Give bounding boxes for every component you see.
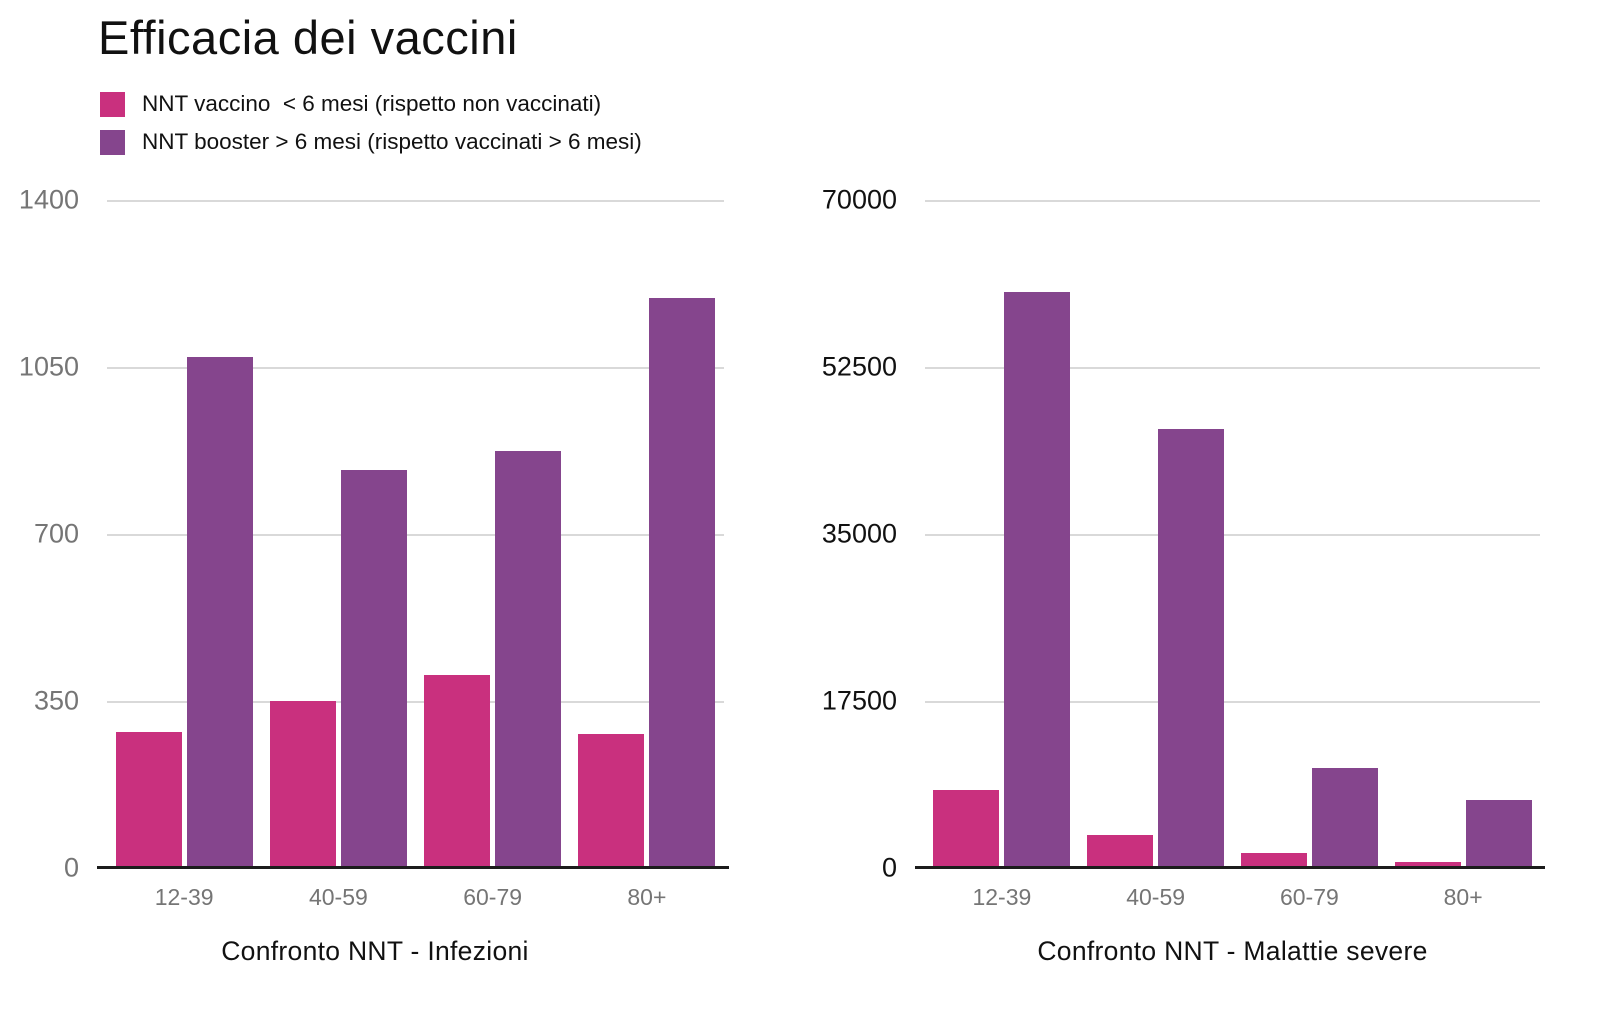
- x-axis-label-60-79: 60-79: [1279, 884, 1339, 910]
- bar-group-60-79: [416, 200, 570, 868]
- bar-vaccino-60-79: [424, 674, 491, 868]
- bar-group-40-59: [1079, 200, 1233, 868]
- bar-groups: [925, 200, 1540, 868]
- x-axis-label-60-79: 60-79: [463, 884, 523, 910]
- bar-booster-40-59: [340, 469, 407, 868]
- chart-infezioni: 0 350 700 1050 1400 12-39 40-59 60-79 80+: [19, 185, 729, 910]
- gridline-35000: [925, 534, 1540, 536]
- bar-group-80+: [1386, 200, 1540, 868]
- bar-booster-12-39: [1004, 291, 1071, 868]
- bar-booster-60-79: [495, 450, 562, 868]
- legend-swatch-vaccino-icon: [100, 91, 125, 117]
- y-axis-tick-label: 700: [33, 518, 79, 549]
- bar-vaccino-40-59: [269, 701, 336, 868]
- bar-booster-80+: [649, 297, 716, 868]
- legend-label-booster: NNT booster > 6 mesi (rispetto vaccinati…: [142, 129, 642, 154]
- bar-vaccino-12-39: [933, 789, 1000, 868]
- bar-vaccino-12-39: [115, 732, 182, 868]
- gridline-350: [107, 701, 724, 703]
- gridline-1050: [107, 367, 724, 369]
- bar-booster-40-59: [1158, 429, 1225, 868]
- legend-label-vaccino: NNT vaccino < 6 mesi (rispetto non vacci…: [142, 91, 602, 116]
- legend-item-booster: NNT booster > 6 mesi (rispetto vaccinati…: [100, 123, 642, 161]
- legend-swatch-booster-icon: [100, 129, 125, 155]
- bar-booster-12-39: [186, 357, 253, 868]
- y-axis-tick-label: 1050: [18, 351, 79, 382]
- bar-vaccino-80+: [578, 734, 645, 868]
- bar-booster-80+: [1465, 800, 1532, 868]
- gridline-70000: [925, 200, 1540, 202]
- chart-malattie-severe: 0 17500 35000 52500 70000 12-39 40-59 60-79 80+: [822, 185, 1545, 910]
- bar-vaccino-60-79: [1240, 852, 1307, 868]
- y-axis-tick-label: 0: [63, 852, 79, 883]
- y-axis-tick-label: 70000: [821, 184, 897, 215]
- chart-subtitle-malattie-severe: Confronto NNT - Malattie severe: [1037, 936, 1428, 966]
- y-axis-tick-label: 17500: [821, 685, 897, 716]
- y-axis-tick-label: 0: [881, 852, 897, 883]
- bar-group-60-79: [1233, 200, 1387, 868]
- bar-group-12-39: [925, 200, 1079, 868]
- x-axis-line: [915, 866, 1545, 869]
- y-axis-tick-label: 350: [33, 685, 79, 716]
- x-axis-line: [97, 866, 729, 869]
- x-axis-label-80+: 80+: [627, 884, 667, 910]
- x-axis-label-12-39: 12-39: [154, 884, 214, 910]
- plot-area-infezioni: 0 350 700 1050 1400 12-39 40-59 60-79 80+: [19, 185, 729, 910]
- x-axis-label-12-39: 12-39: [972, 884, 1032, 910]
- x-axis-label-40-59: 40-59: [1126, 884, 1186, 910]
- bar-vaccino-80+: [1394, 861, 1461, 868]
- y-axis-tick-label: 35000: [821, 518, 897, 549]
- chart-subtitle-infezioni: Confronto NNT - Infezioni: [221, 936, 529, 966]
- bar-group-40-59: [261, 200, 415, 868]
- plot-area-malattie-severe: 0 17500 35000 52500 70000 12-39 40-59 60-79 80+: [822, 185, 1545, 910]
- x-axis-label-40-59: 40-59: [308, 884, 368, 910]
- gridline-700: [107, 534, 724, 536]
- gridline-17500: [925, 701, 1540, 703]
- x-axis-labels: 12-39 40-59 60-79 80+: [107, 884, 724, 911]
- bar-booster-60-79: [1311, 767, 1378, 868]
- x-axis-label-80+: 80+: [1443, 884, 1483, 910]
- gridline-1400: [107, 200, 724, 202]
- y-axis-tick-label: 52500: [821, 351, 897, 382]
- page-title: Efficacia dei vaccini: [98, 11, 518, 64]
- gridline-52500: [925, 367, 1540, 369]
- bar-group-80+: [570, 200, 724, 868]
- bar-vaccino-40-59: [1087, 834, 1154, 868]
- bar-group-12-39: [107, 200, 261, 868]
- legend-item-vaccino: NNT vaccino < 6 mesi (rispetto non vacci…: [100, 85, 642, 123]
- bar-groups: [107, 200, 724, 868]
- y-axis-tick-label: 1400: [18, 184, 79, 215]
- legend: NNT vaccino < 6 mesi (rispetto non vacci…: [100, 85, 642, 161]
- x-axis-labels: 12-39 40-59 60-79 80+: [925, 884, 1540, 911]
